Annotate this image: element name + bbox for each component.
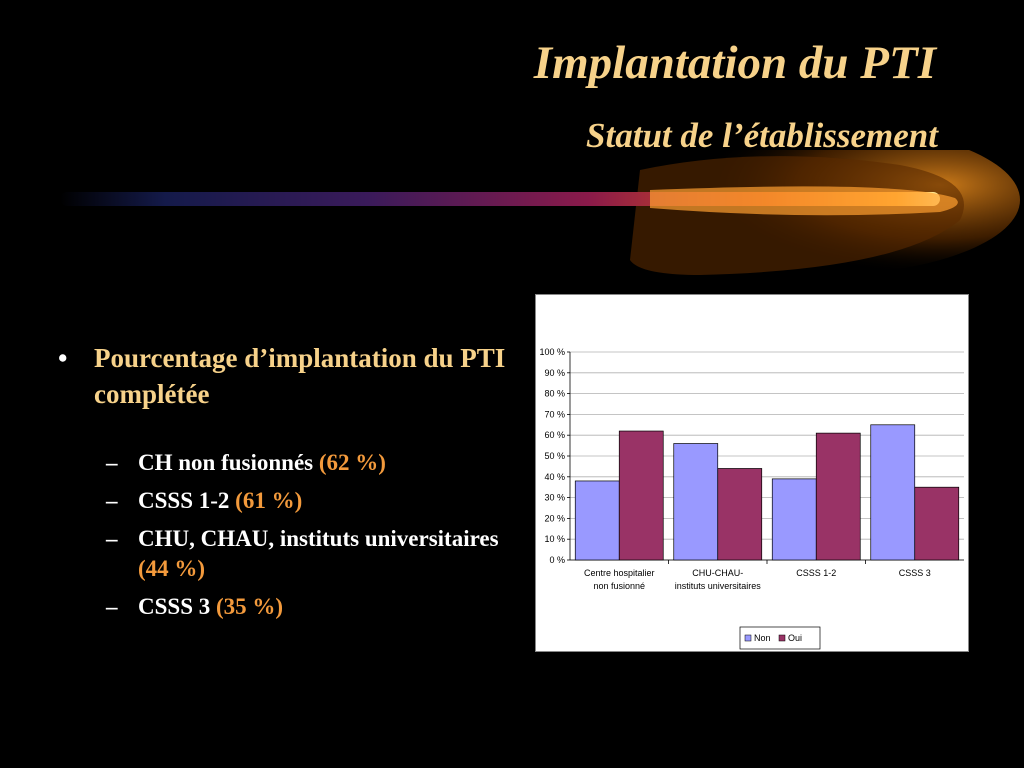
bar-non <box>870 424 916 561</box>
sub-bullet-pct: (35 %) <box>215 594 284 619</box>
decorative-swoosh <box>60 150 1020 275</box>
legend-swatch-non <box>744 634 752 642</box>
bullet-dot-icon: • <box>58 343 68 373</box>
y-tick-label: 60 % <box>544 430 565 440</box>
y-tick-label: 50 % <box>544 451 565 461</box>
sub-bullet-label: CSSS 3 <box>138 594 211 619</box>
y-tick-label: 0 % <box>549 555 565 565</box>
y-tick-label: 100 % <box>539 347 565 357</box>
slide-title: Implantation du PTI <box>533 37 936 89</box>
x-tick-label: CSSS 1-2 <box>796 568 836 578</box>
y-tick-label: 30 % <box>544 493 565 503</box>
legend-swatch-oui <box>778 634 786 642</box>
legend-label: Non <box>754 633 771 643</box>
sub-bullet-pct: (61 %) <box>235 488 303 513</box>
sub-bullet-label: CHU, CHAU, instituts universitaires <box>138 526 499 551</box>
sub-bullet: – CSSS 1-2 (61 %) <box>58 486 528 516</box>
main-bullet: • Pourcentage d’implantation du PTI comp… <box>58 340 528 412</box>
x-tick-label: non fusionné <box>593 581 645 591</box>
main-bullet-text: Pourcentage d’implantation du PTI complé… <box>94 343 506 409</box>
x-tick-label: CSSS 3 <box>899 568 931 578</box>
bar-oui <box>717 468 763 561</box>
sub-bullet-label: CSSS 1-2 <box>138 488 230 513</box>
dash-icon: – <box>106 594 118 619</box>
bar-non <box>771 478 817 561</box>
sub-bullet-list: – CH non fusionnés (62 %) – CSSS 1-2 (61… <box>58 448 528 622</box>
y-tick-label: 10 % <box>544 534 565 544</box>
sub-bullet: – CSSS 3 (35 %) <box>58 592 528 622</box>
x-tick-label: CHU-CHAU- <box>692 568 743 578</box>
bullet-list: • Pourcentage d’implantation du PTI comp… <box>58 340 528 630</box>
y-tick-label: 70 % <box>544 409 565 419</box>
bar-oui <box>914 486 960 561</box>
bar-non <box>574 480 620 561</box>
sub-bullet-label: CH non fusionnés <box>138 450 314 475</box>
bar-non <box>673 443 719 561</box>
y-tick-label: 20 % <box>544 513 565 523</box>
y-tick-label: 80 % <box>544 389 565 399</box>
y-tick-label: 90 % <box>544 368 565 378</box>
dash-icon: – <box>106 450 118 475</box>
slide-subtitle: Statut de l’établissement <box>586 116 938 155</box>
x-tick-label: Centre hospitalier <box>584 568 655 578</box>
bar-oui <box>618 430 664 561</box>
sub-bullet: – CH non fusionnés (62 %) <box>58 448 528 478</box>
sub-bullet-pct: (44 %) <box>138 556 206 581</box>
dash-icon: – <box>106 526 118 551</box>
x-tick-label: instituts universitaires <box>675 581 762 591</box>
legend-label: Oui <box>788 633 802 643</box>
bar-chart-svg: 0 % 10 % 20 % 30 % 40 % 50 % 60 % 70 % 80 % 90 % 1… <box>539 347 964 650</box>
bar-oui <box>815 432 861 561</box>
bar-chart: 0 % 10 % 20 % 30 % 40 % 50 % 60 % 70 % 80 % 90 % 1… <box>535 294 969 652</box>
sub-bullet-pct: (62 %) <box>318 450 386 475</box>
sub-bullet: – CHU, CHAU, instituts universitaires (4… <box>58 524 528 584</box>
y-tick-label: 40 % <box>544 472 565 482</box>
dash-icon: – <box>106 488 118 513</box>
